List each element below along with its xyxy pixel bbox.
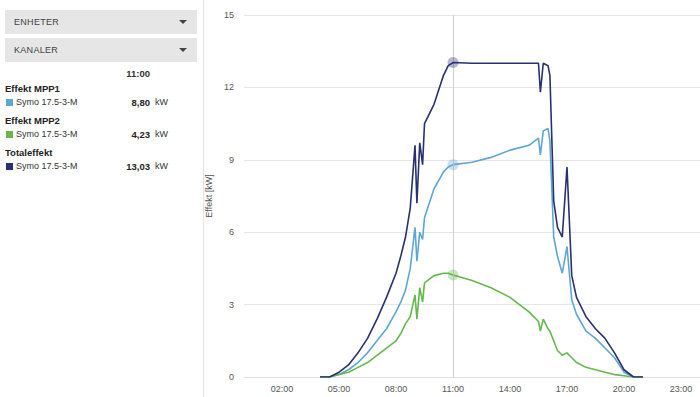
svg-text:15: 15 bbox=[224, 10, 234, 20]
html-text:11:00: 11:00 bbox=[126, 68, 150, 79]
html-text:13,03: 13,03 bbox=[126, 161, 150, 172]
svg-text:23:00: 23:00 bbox=[670, 384, 693, 394]
svg-text:3: 3 bbox=[229, 300, 234, 310]
html-text:8,80: 8,80 bbox=[131, 97, 150, 108]
svg-text:14:00: 14:00 bbox=[499, 384, 522, 394]
svg-text:17:00: 17:00 bbox=[556, 384, 579, 394]
svg-text:11:00: 11:00 bbox=[442, 384, 464, 394]
svg-text:6: 6 bbox=[229, 227, 234, 237]
html-text:KANALER: KANALER bbox=[14, 45, 59, 55]
html-text:Effekt MPP1: Effekt MPP1 bbox=[5, 83, 60, 94]
html-text:Symo 17.5-3-M: Symo 17.5-3-M bbox=[16, 161, 78, 171]
html-text:kW: kW bbox=[155, 129, 168, 139]
svg-text:Effekt [kW]: Effekt [kW] bbox=[204, 174, 214, 217]
html-text:kW: kW bbox=[155, 161, 168, 171]
html-text:Effekt MPP2: Effekt MPP2 bbox=[5, 115, 60, 126]
html-text:Symo 17.5-3-M: Symo 17.5-3-M bbox=[16, 97, 78, 107]
svg-text:02:00: 02:00 bbox=[271, 384, 294, 394]
svg-text:05:00: 05:00 bbox=[328, 384, 351, 394]
html-text:kW: kW bbox=[155, 97, 168, 107]
svg-text:20:00: 20:00 bbox=[613, 384, 636, 394]
svg-text:0: 0 bbox=[229, 372, 234, 382]
svg-text:12: 12 bbox=[224, 82, 234, 92]
html-text:Symo 17.5-3-M: Symo 17.5-3-M bbox=[16, 129, 78, 139]
html-text:4,23: 4,23 bbox=[131, 129, 150, 140]
html-text:ENHETER: ENHETER bbox=[14, 17, 60, 27]
svg-text:08:00: 08:00 bbox=[385, 384, 408, 394]
svg-text:9: 9 bbox=[229, 155, 234, 165]
html-text:Totaleffekt: Totaleffekt bbox=[5, 147, 53, 158]
